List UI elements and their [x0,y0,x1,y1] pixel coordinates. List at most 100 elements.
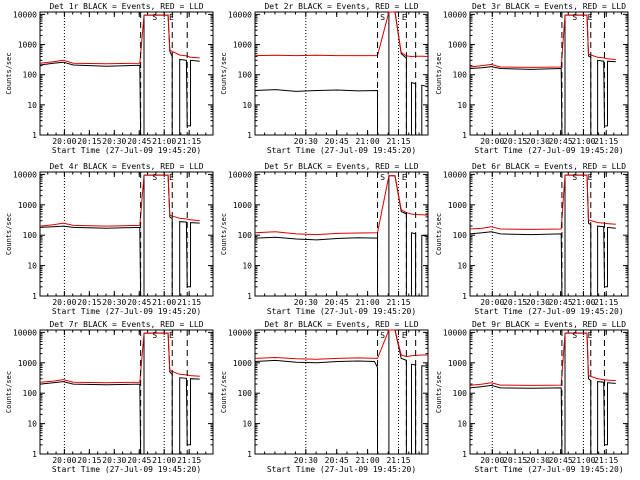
x-axis-label: Start Time (27-Jul-09 19:45:20) [52,146,201,155]
start-marker: S [380,331,385,340]
plot-frame [254,329,429,455]
y-tick-label: 10 [27,101,37,110]
y-tick-label: 100 [238,389,253,398]
start-marker: S [572,331,577,340]
x-tick-label: 20:45 [325,298,349,307]
y-axis-label: Counts/sec [220,213,228,255]
x-tick-label: 21:15 [594,298,618,307]
y-axis-label: Counts/sec [435,213,443,255]
x-tick-label: 20:15 [77,298,101,307]
y-tick-label: 10 [242,101,252,110]
y-tick-label: 10000 [443,328,467,337]
x-tick-label: 20:30 [102,456,126,465]
x-tick-label: 20:15 [77,137,101,146]
x-tick-label: 20:30 [294,298,318,307]
x-tick-label: 20:00 [480,298,504,307]
panel-title: Det 9r BLACK = Events, RED = LLD [472,320,626,329]
y-tick-label: 1 [462,131,467,140]
start-marker: S [380,13,385,22]
x-tick-label: 20:45 [549,298,573,307]
panel-title: Det 7r BLACK = Events, RED = LLD [49,320,203,329]
y-tick-label: 1 [247,292,252,301]
y-tick-label: 100 [23,231,38,240]
panel-3: Det 3r BLACK = Events, RED = LLD 1 10 100 10… [435,2,629,155]
y-tick-label: 1000 [448,359,467,368]
x-tick-label: 20:00 [52,298,76,307]
y-axis-label: Counts/sec [5,371,13,413]
start-marker: S [152,331,157,340]
end-marker: E [402,173,407,182]
x-tick-label: 20:15 [503,137,527,146]
panel-1: Det 1r BLACK = Events, RED = LLD 1 10 100 10… [5,2,214,155]
y-axis-label: Counts/sec [220,371,228,413]
x-axis-label: Start Time (27-Jul-09 19:45:20) [474,146,623,155]
y-tick-label: 1000 [233,201,252,210]
x-tick-label: 21:00 [356,298,380,307]
x-tick-label: 21:00 [152,456,176,465]
y-tick-label: 1000 [233,359,252,368]
x-tick-label: 21:00 [571,298,595,307]
panel-5: Det 5r BLACK = Events, RED = LLD 1 10 100 10… [220,162,429,316]
x-tick-label: 20:30 [102,298,126,307]
y-tick-label: 100 [453,71,468,80]
plot-frame [39,11,214,136]
x-tick-label: 20:00 [52,137,76,146]
y-tick-label: 10000 [13,328,37,337]
y-tick-label: 100 [453,231,468,240]
x-tick-label: 20:30 [526,298,550,307]
x-tick-label: 20:15 [503,298,527,307]
x-tick-label: 21:15 [594,137,618,146]
y-tick-label: 1000 [448,201,467,210]
x-tick-label: 21:00 [356,456,380,465]
x-tick-label: 21:00 [152,137,176,146]
plot-frame [254,171,429,297]
x-tick-label: 20:45 [549,456,573,465]
panel-title: Det 1r BLACK = Events, RED = LLD [49,2,203,11]
end-marker: E [169,173,174,182]
x-tick-label: 21:15 [177,456,201,465]
x-tick-label: 20:45 [127,137,151,146]
x-tick-label: 21:15 [594,456,618,465]
start-marker: S [572,13,577,22]
x-tick-label: 21:00 [356,137,380,146]
lld-series-line [469,174,616,230]
plot-frame [39,171,214,297]
plot-frame [39,329,214,455]
end-marker: E [588,331,593,340]
x-tick-label: 20:30 [294,137,318,146]
y-tick-label: 1 [247,131,252,140]
start-marker: S [380,173,385,182]
y-tick-label: 10000 [228,10,252,19]
y-tick-label: 1000 [18,359,37,368]
x-tick-label: 20:00 [480,137,504,146]
plot-frame [469,329,629,455]
end-marker: E [588,173,593,182]
panel-6: Det 6r BLACK = Events, RED = LLD 1 10 100 10… [435,162,629,316]
y-tick-label: 10000 [228,328,252,337]
x-tick-label: 20:45 [127,456,151,465]
y-tick-label: 100 [23,71,38,80]
y-tick-label: 1000 [233,41,252,50]
y-tick-label: 10 [457,262,467,271]
panel-title: Det 3r BLACK = Events, RED = LLD [472,2,626,11]
y-tick-label: 10 [242,262,252,271]
y-axis-label: Counts/sec [5,52,13,94]
y-tick-label: 1 [32,131,37,140]
x-axis-label: Start Time (27-Jul-09 19:45:20) [474,307,623,316]
lld-series-line [39,174,200,227]
y-tick-label: 100 [453,389,468,398]
x-tick-label: 20:45 [325,137,349,146]
x-tick-label: 20:30 [102,137,126,146]
x-tick-label: 21:15 [386,137,410,146]
x-tick-label: 20:15 [77,456,101,465]
events-series-line [254,175,429,297]
y-tick-label: 10 [27,262,37,271]
y-tick-label: 10 [457,420,467,429]
lld-series-line [469,14,616,68]
y-tick-label: 1 [32,450,37,459]
y-tick-label: 10 [242,420,252,429]
end-marker: E [402,13,407,22]
plot-frame [469,171,629,297]
y-tick-label: 100 [238,71,253,80]
x-tick-label: 20:30 [526,137,550,146]
